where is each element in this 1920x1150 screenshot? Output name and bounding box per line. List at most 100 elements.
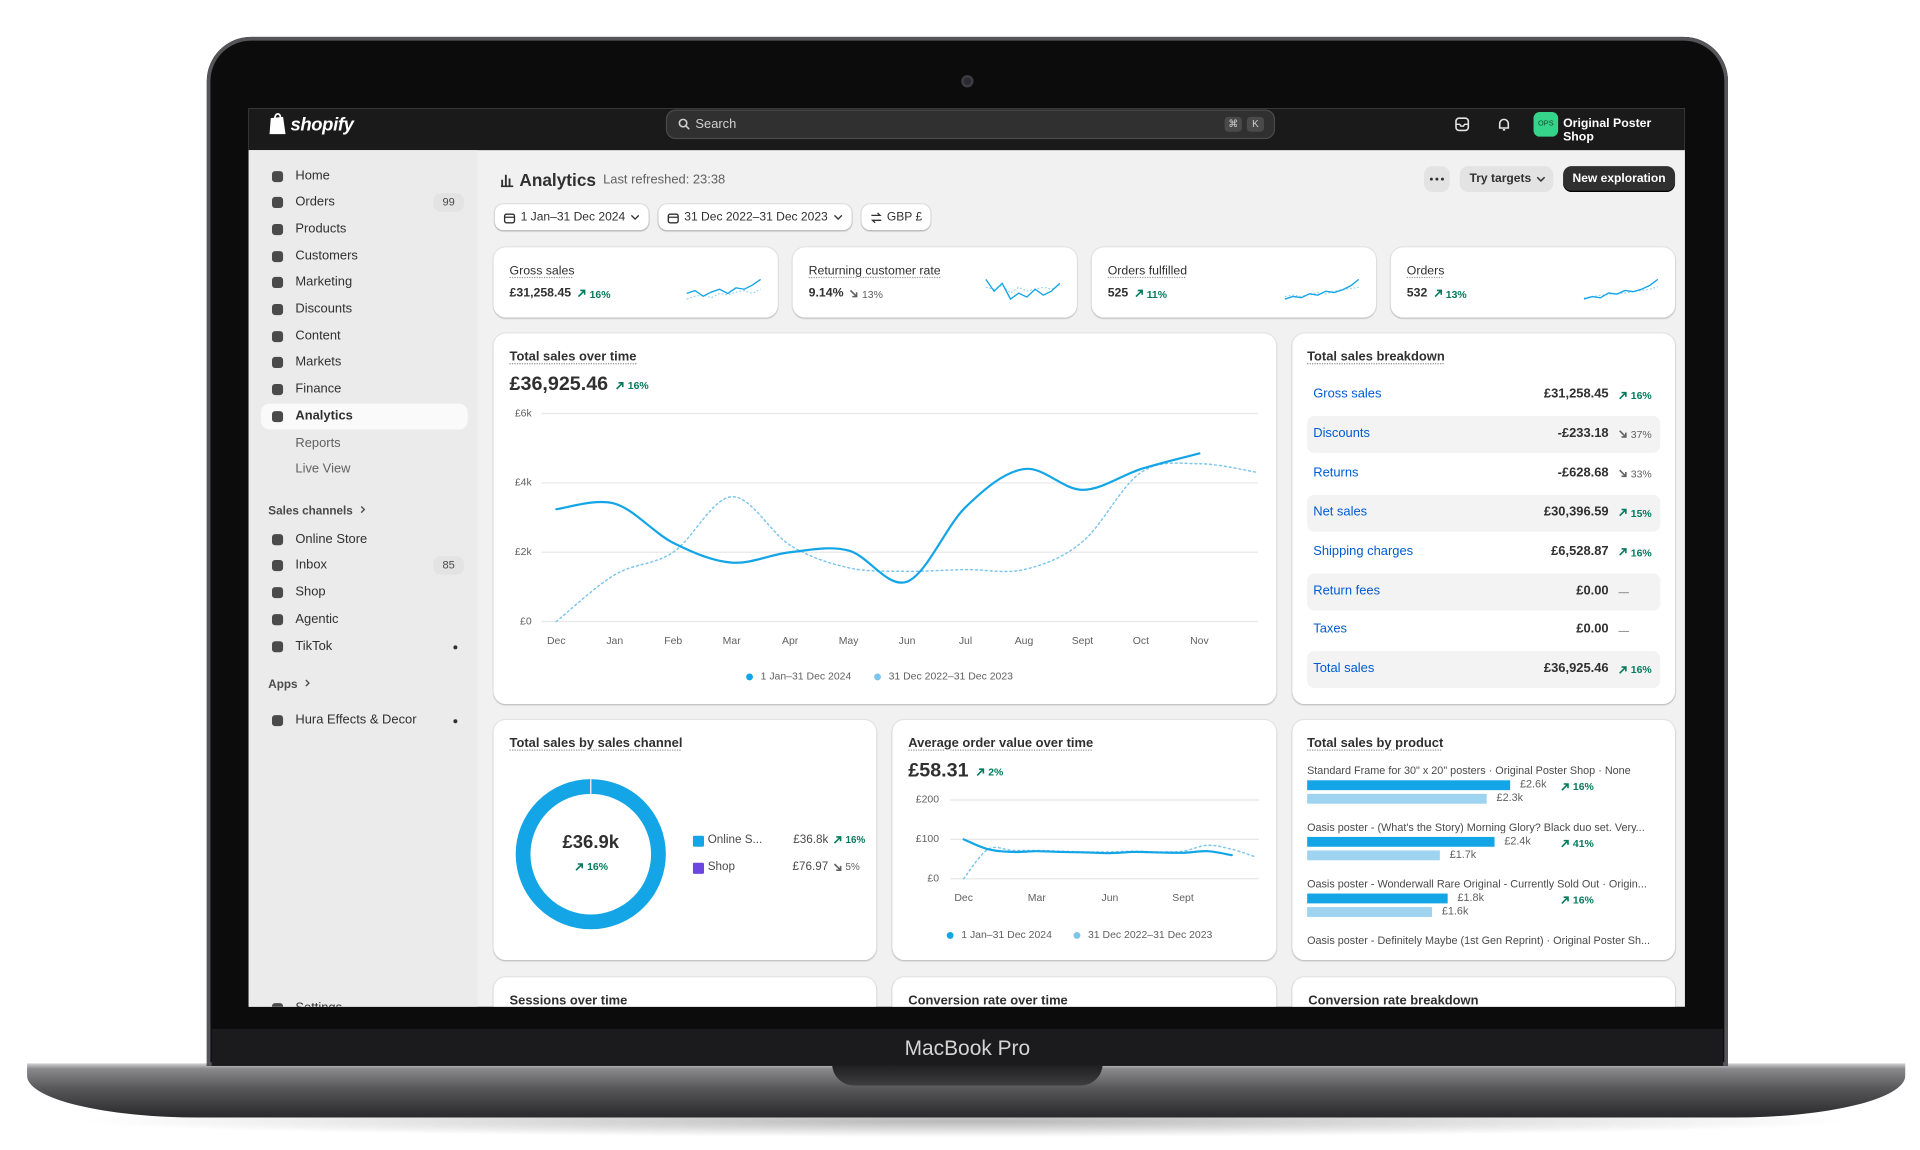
arrow-path [1434,289,1442,298]
chart-card: Conversion rate breakdown [1292,977,1676,1007]
series-line [962,838,1233,857]
nav-item[interactable]: Finance [261,377,468,403]
line-chart: £0 £2k £4k £6k Dec Jan Feb Mar Apr May Jun Jul Aug Se… [515,408,1259,683]
icon-shape [503,212,516,223]
nav-icon [271,170,284,182]
icon-shape [271,587,284,599]
kpi-card[interactable]: Gross sales £31,258.45 16% [493,247,778,318]
inbox-icon[interactable] [1455,117,1470,132]
nav-item[interactable]: Reports [261,430,468,456]
nav-item[interactable]: Shop [261,580,468,606]
breakdown-row[interactable]: Gross sales £31,258.45 16% [1307,377,1660,414]
nav-item[interactable]: Content [261,323,468,349]
breakdown-row[interactable]: Taxes £0.00 — [1307,612,1660,649]
sparkline [1284,278,1360,300]
product-card: Total sales by product Standard Frame for… [1292,719,1676,960]
nav-item[interactable]: Online Store [261,526,468,552]
kpi-card[interactable]: Orders fulfilled 525 11% [1091,247,1376,318]
nav-label: Shop [295,584,326,600]
icon-shape [271,533,284,545]
y-tick-label: £4k [515,478,533,489]
icon-shape [271,277,284,289]
nav-icon [271,613,284,625]
breakdown-card: Total sales breakdown Gross sales £31,258.… [1292,333,1676,704]
arrow-path [1619,469,1627,478]
nav-item[interactable]: Agentic [261,606,468,632]
icon-shape [271,330,284,342]
breakdown-row[interactable]: Return fees £0.00 — [1307,572,1661,610]
logo[interactable]: shopify [290,114,354,136]
nav-item[interactable]: Settings [261,995,468,1007]
nav-item[interactable]: Analytics [260,403,468,430]
new-exploration-button[interactable] [1563,166,1676,192]
filter-pill[interactable]: GBP £ [860,204,931,231]
chart-card: Sessions over time [493,977,877,1007]
legend-label: Online S... [707,833,763,847]
product-change: 16% [1561,894,1594,906]
x-tick-label: Apr [782,636,799,647]
nav-item[interactable]: Customers [261,243,468,269]
bar-previous [1307,907,1433,917]
sparkline-current [985,278,1061,301]
nav-label: Marketing [295,274,353,290]
row-value: £30,396.59 [1543,504,1609,519]
sparkline-current [686,278,761,298]
filter-pill[interactable]: 1 Jan–31 Dec 2024 [494,204,649,231]
trend-arrow [850,289,858,298]
nav-item[interactable]: Inbox 85 [261,553,468,579]
y-tick-label: £200 [916,795,939,806]
row-change: 16% [1618,664,1652,676]
trend-arrow [833,836,842,844]
arrow-path [1619,391,1627,399]
arrow-path [976,767,985,776]
nav-item[interactable]: Discounts [261,297,468,323]
x-tick-label: Dec [954,893,973,904]
search-box[interactable] [665,109,1276,140]
nav-item[interactable]: Live View [261,457,468,483]
y-tick-label: £2k [515,547,533,558]
icon-shape [870,211,882,223]
nav-item[interactable]: TikTok [261,633,468,659]
store-badge[interactable]: OPS [1533,111,1559,137]
breakdown-row[interactable]: Shipping charges £6,528.87 16% [1307,534,1660,571]
try-targets-button[interactable] [1459,166,1554,192]
nav-item[interactable]: Home [261,163,468,189]
trend-arrow [577,289,586,298]
change: 16% [587,860,609,873]
nav-item[interactable]: Markets [261,350,468,376]
chart-card: Conversion rate over time [892,977,1277,1007]
breakdown-row[interactable]: Discounts -£233.18 37% [1307,415,1661,453]
kpi-value-row: 9.14% 13% [809,287,883,301]
breakdown-row[interactable]: Net sales £30,396.59 15% [1307,494,1661,532]
nav-item[interactable]: Marketing [261,270,468,296]
x-tick-label: Mar [1028,893,1047,904]
breakdown-row[interactable]: Total sales £36,925.46 16% [1307,651,1661,689]
nav-label: Discounts [295,301,353,317]
legend-marker [946,931,954,939]
change: 5% [845,861,860,873]
kpi-card[interactable]: Returning customer rate 9.14% 13% [792,247,1077,318]
product-bars [1307,836,1495,861]
kpi-value: 532 [1406,286,1428,301]
filter-pill[interactable]: 31 Dec 2022–31 Dec 2023 [658,204,852,231]
dot [453,718,458,723]
series-line [962,844,1257,880]
arrow-path [850,289,858,298]
device-label: MacBook Pro [904,1036,1031,1060]
sparkline [985,278,1061,301]
page-title: Analytics [519,169,596,190]
section-title: Sales channels [268,505,367,518]
breakdown-row[interactable]: Returns -£628.68 33% [1307,455,1660,492]
trend-arrow [1619,430,1627,439]
kpi-title: Gross sales [509,264,575,279]
nav-label: Agentic [295,611,339,627]
nav-item[interactable]: Products [261,216,468,242]
kpi-card[interactable]: Orders 532 13% [1390,247,1676,318]
bell-icon[interactable] [1497,117,1512,132]
icon-shape [271,640,284,652]
store-name[interactable]: Original Poster Shop [1563,116,1652,144]
nav-item[interactable]: Hura Effects & Decor [261,707,468,733]
nav-item[interactable]: Orders 99 [261,190,468,216]
trend-arrow [1135,289,1143,298]
card-title: Sessions over time [509,993,628,1007]
